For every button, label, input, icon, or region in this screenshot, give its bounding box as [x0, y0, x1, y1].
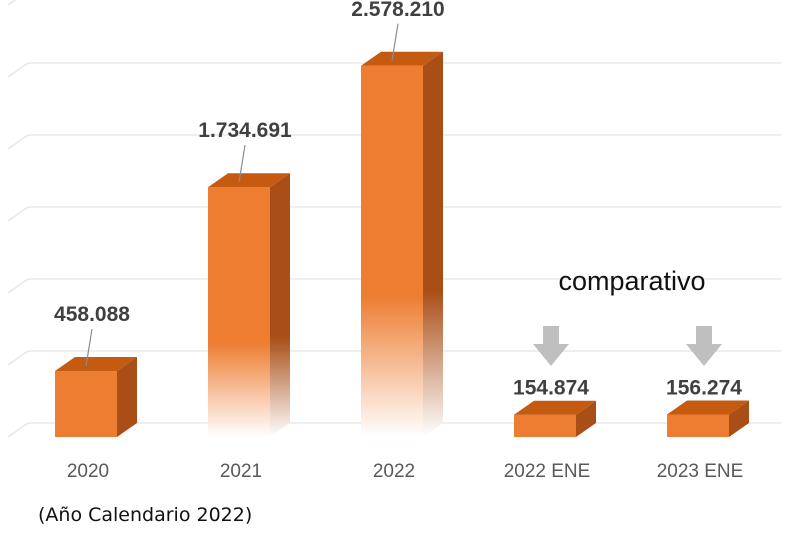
gridline-depth	[7, 206, 29, 222]
category-label: 2021	[220, 461, 262, 482]
bar-top	[667, 400, 749, 415]
bar-front	[514, 414, 576, 437]
leader-line	[238, 145, 246, 183]
bar-top	[55, 357, 137, 372]
category-label: 2022	[373, 461, 415, 482]
bar-front	[667, 414, 729, 437]
gridline-depth	[7, 62, 29, 78]
value-label: 2.578.210	[351, 0, 444, 21]
bar-top	[208, 173, 290, 188]
bar-front	[55, 371, 117, 437]
bar-front	[208, 187, 270, 437]
category-label: 2020	[67, 461, 109, 482]
gridline-depth	[7, 422, 29, 438]
bar-side	[576, 400, 596, 437]
value-label: 458.088	[54, 303, 130, 326]
bars	[55, 51, 749, 437]
gridline-depth	[7, 278, 29, 294]
bar-side	[270, 173, 290, 437]
down-arrow-icon	[533, 326, 569, 366]
leader-line	[391, 23, 399, 61]
footnote: (Año Calendario 2022)	[38, 504, 253, 526]
value-label: 1.734.691	[198, 119, 292, 142]
bar-side	[729, 400, 749, 437]
bar-side	[423, 51, 443, 437]
bar-2020	[55, 357, 137, 437]
bar-side	[117, 357, 137, 437]
labels: 458.088 2020 1.734.691 2021 2.578.210 2022 154…	[54, 0, 743, 482]
bar-2022	[361, 51, 443, 437]
value-label: 156.274	[666, 376, 742, 399]
category-label: 2023 ENE	[657, 461, 744, 482]
category-label: 2022 ENE	[504, 461, 591, 482]
value-label: 154.874	[513, 377, 589, 400]
bar-top	[361, 51, 443, 66]
annotation-label: comparativo	[558, 266, 705, 296]
gridline-depth	[7, 134, 29, 150]
gridline-depth	[7, 0, 17, 6]
bar-front	[361, 65, 423, 437]
bar-top	[514, 400, 596, 415]
gridline-depth	[7, 350, 29, 366]
bar-2021	[208, 173, 290, 437]
bar-2023-ene	[667, 400, 749, 437]
down-arrow-icon	[686, 326, 722, 366]
leader-line	[85, 328, 93, 367]
bar-2022-ene	[514, 400, 596, 437]
